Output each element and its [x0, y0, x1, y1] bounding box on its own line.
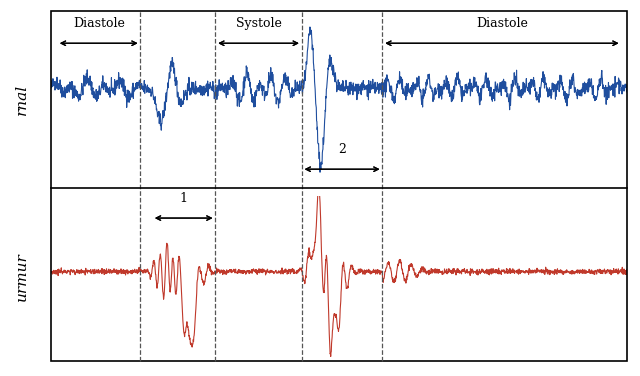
Text: Systole: Systole: [236, 17, 282, 30]
Text: 2: 2: [338, 143, 346, 156]
Text: rnal: rnal: [15, 84, 29, 115]
Text: urmur: urmur: [15, 252, 29, 301]
Text: Diastole: Diastole: [73, 17, 125, 30]
Text: Diastole: Diastole: [476, 17, 528, 30]
Text: 1: 1: [180, 192, 188, 205]
